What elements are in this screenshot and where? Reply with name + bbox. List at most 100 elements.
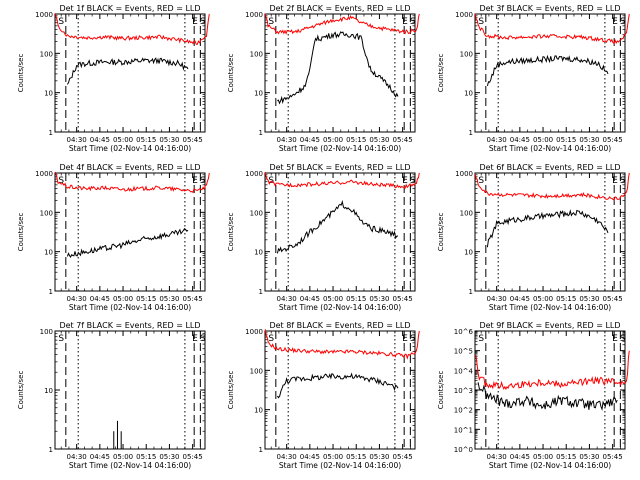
x-tick-label: 05:15 xyxy=(556,295,576,303)
events-series-line xyxy=(486,54,609,87)
y-tick-label: 10 xyxy=(44,90,53,98)
y-tick-label: 1000 xyxy=(245,170,263,178)
panel-title: Det 6f BLACK = Events, RED = LLD xyxy=(479,163,620,172)
panel-title: Det 4f BLACK = Events, RED = LLD xyxy=(59,163,200,172)
y-tick-label: 10^0 xyxy=(454,446,473,454)
y-tick-label: 1 xyxy=(49,129,53,137)
x-tick-label: 05:45 xyxy=(183,453,203,461)
x-tick-label: 04:30 xyxy=(67,453,87,461)
panel-title: Det 7f BLACK = Events, RED = LLD xyxy=(59,321,200,330)
detector-panel-5: Det 5f BLACK = Events, RED = LLD 1 10 100 10… xyxy=(227,163,420,312)
panel-title: Det 8f BLACK = Events, RED = LLD xyxy=(269,321,410,330)
lld-series-line xyxy=(474,172,630,201)
x-tick-label: 05:30 xyxy=(159,295,179,303)
lld-series-line xyxy=(474,13,630,45)
y-tick-label: 1000 xyxy=(245,11,263,19)
detector-panel-9: Det 9f BLACK = Events, RED = LLD 10^0 10^1… xyxy=(437,321,630,470)
x-axis-label: Start Time (02-Nov-14 04:16:00) xyxy=(69,303,191,312)
y-tick-label: 1 xyxy=(259,129,263,137)
event-marker-s: S xyxy=(410,17,416,27)
events-series-line xyxy=(276,199,399,254)
x-tick-label: 04:30 xyxy=(277,453,297,461)
x-tick-label: 04:30 xyxy=(277,295,297,303)
y-tick-label: 1 xyxy=(49,288,53,296)
event-marker-e: E xyxy=(192,334,198,344)
x-tick-label: 05:00 xyxy=(323,136,343,144)
y-tick-label: 1 xyxy=(469,288,473,296)
plot-frame xyxy=(264,13,416,133)
x-tick-label: 05:45 xyxy=(393,136,413,144)
event-marker-s: S xyxy=(410,176,416,186)
detector-panel-3: Det 3f BLACK = Events, RED = LLD 1 10 100 10… xyxy=(437,4,630,153)
event-marker-e: E xyxy=(192,17,198,27)
x-tick-label: 04:45 xyxy=(90,295,110,303)
events-series-line xyxy=(66,57,189,85)
events-series-line xyxy=(276,372,399,399)
y-tick-label: 10 xyxy=(44,249,53,257)
y-tick-label: 10 xyxy=(464,90,473,98)
x-tick-label: 05:00 xyxy=(533,453,553,461)
x-tick-label: 05:30 xyxy=(579,453,599,461)
y-axis-label: Counts/sec xyxy=(437,213,445,252)
x-tick-label: 05:15 xyxy=(136,453,156,461)
y-tick-label: 1000 xyxy=(245,328,263,336)
panel-title: Det 9f BLACK = Events, RED = LLD xyxy=(479,321,620,330)
x-tick-label: 04:30 xyxy=(277,136,297,144)
event-marker-s: S xyxy=(478,17,484,27)
event-marker-e: E xyxy=(402,334,408,344)
event-marker-s: S xyxy=(620,176,626,186)
y-tick-label: 10^5 xyxy=(454,348,473,356)
y-axis-label: Counts/sec xyxy=(437,371,445,410)
event-marker-e: E xyxy=(612,334,618,344)
event-marker-s: S xyxy=(478,334,484,344)
x-tick-label: 04:45 xyxy=(90,136,110,144)
detector-panel-8: Det 8f BLACK = Events, RED = LLD 1 10 100 10… xyxy=(227,321,420,470)
x-tick-label: 05:15 xyxy=(556,453,576,461)
plot-frame xyxy=(264,172,416,292)
events-series-line xyxy=(477,382,618,411)
event-marker-s: S xyxy=(620,334,626,344)
plot-frame xyxy=(54,172,206,292)
plot-frame xyxy=(474,172,626,292)
plot-frame xyxy=(474,330,626,450)
x-tick-label: 05:00 xyxy=(113,136,133,144)
lld-series-line xyxy=(54,171,210,194)
x-tick-label: 05:15 xyxy=(556,136,576,144)
events-series-line xyxy=(66,228,189,258)
detector-panel-1: Det 1f BLACK = Events, RED = LLD 1 10 100 10… xyxy=(17,4,210,153)
x-tick-label: 05:00 xyxy=(533,136,553,144)
event-marker-s: S xyxy=(58,176,64,186)
x-tick-label: 04:45 xyxy=(510,136,530,144)
event-marker-s: S xyxy=(200,176,206,186)
x-tick-label: 05:15 xyxy=(346,136,366,144)
panel-title: Det 3f BLACK = Events, RED = LLD xyxy=(479,4,620,13)
x-axis-label: Start Time (02-Nov-14 04:16:00) xyxy=(489,461,611,470)
event-marker-e: E xyxy=(192,176,198,186)
event-marker-s: S xyxy=(58,334,64,344)
x-tick-label: 05:30 xyxy=(369,295,389,303)
y-tick-label: 1000 xyxy=(35,170,53,178)
x-tick-label: 05:30 xyxy=(579,136,599,144)
y-tick-label: 10^1 xyxy=(454,426,473,434)
event-marker-s: S xyxy=(268,17,274,27)
x-tick-label: 05:00 xyxy=(113,295,133,303)
y-tick-label: 1 xyxy=(469,129,473,137)
y-tick-label: 10^3 xyxy=(454,387,473,395)
x-tick-label: 04:45 xyxy=(90,453,110,461)
x-axis-label: Start Time (02-Nov-14 04:16:00) xyxy=(69,144,191,153)
y-tick-label: 10 xyxy=(464,249,473,257)
y-tick-label: 10^4 xyxy=(454,367,474,375)
y-tick-label: 100 xyxy=(460,209,473,217)
x-tick-label: 05:45 xyxy=(603,136,623,144)
x-tick-label: 05:30 xyxy=(579,295,599,303)
x-tick-label: 05:00 xyxy=(323,295,343,303)
x-tick-label: 04:45 xyxy=(510,453,530,461)
x-tick-label: 04:45 xyxy=(300,453,320,461)
y-tick-label: 100 xyxy=(250,367,263,375)
event-marker-e: E xyxy=(612,17,618,27)
x-tick-label: 04:45 xyxy=(300,295,320,303)
lld-series-line xyxy=(54,13,210,45)
y-axis-label: Counts/sec xyxy=(227,54,235,93)
x-tick-label: 05:00 xyxy=(113,453,133,461)
